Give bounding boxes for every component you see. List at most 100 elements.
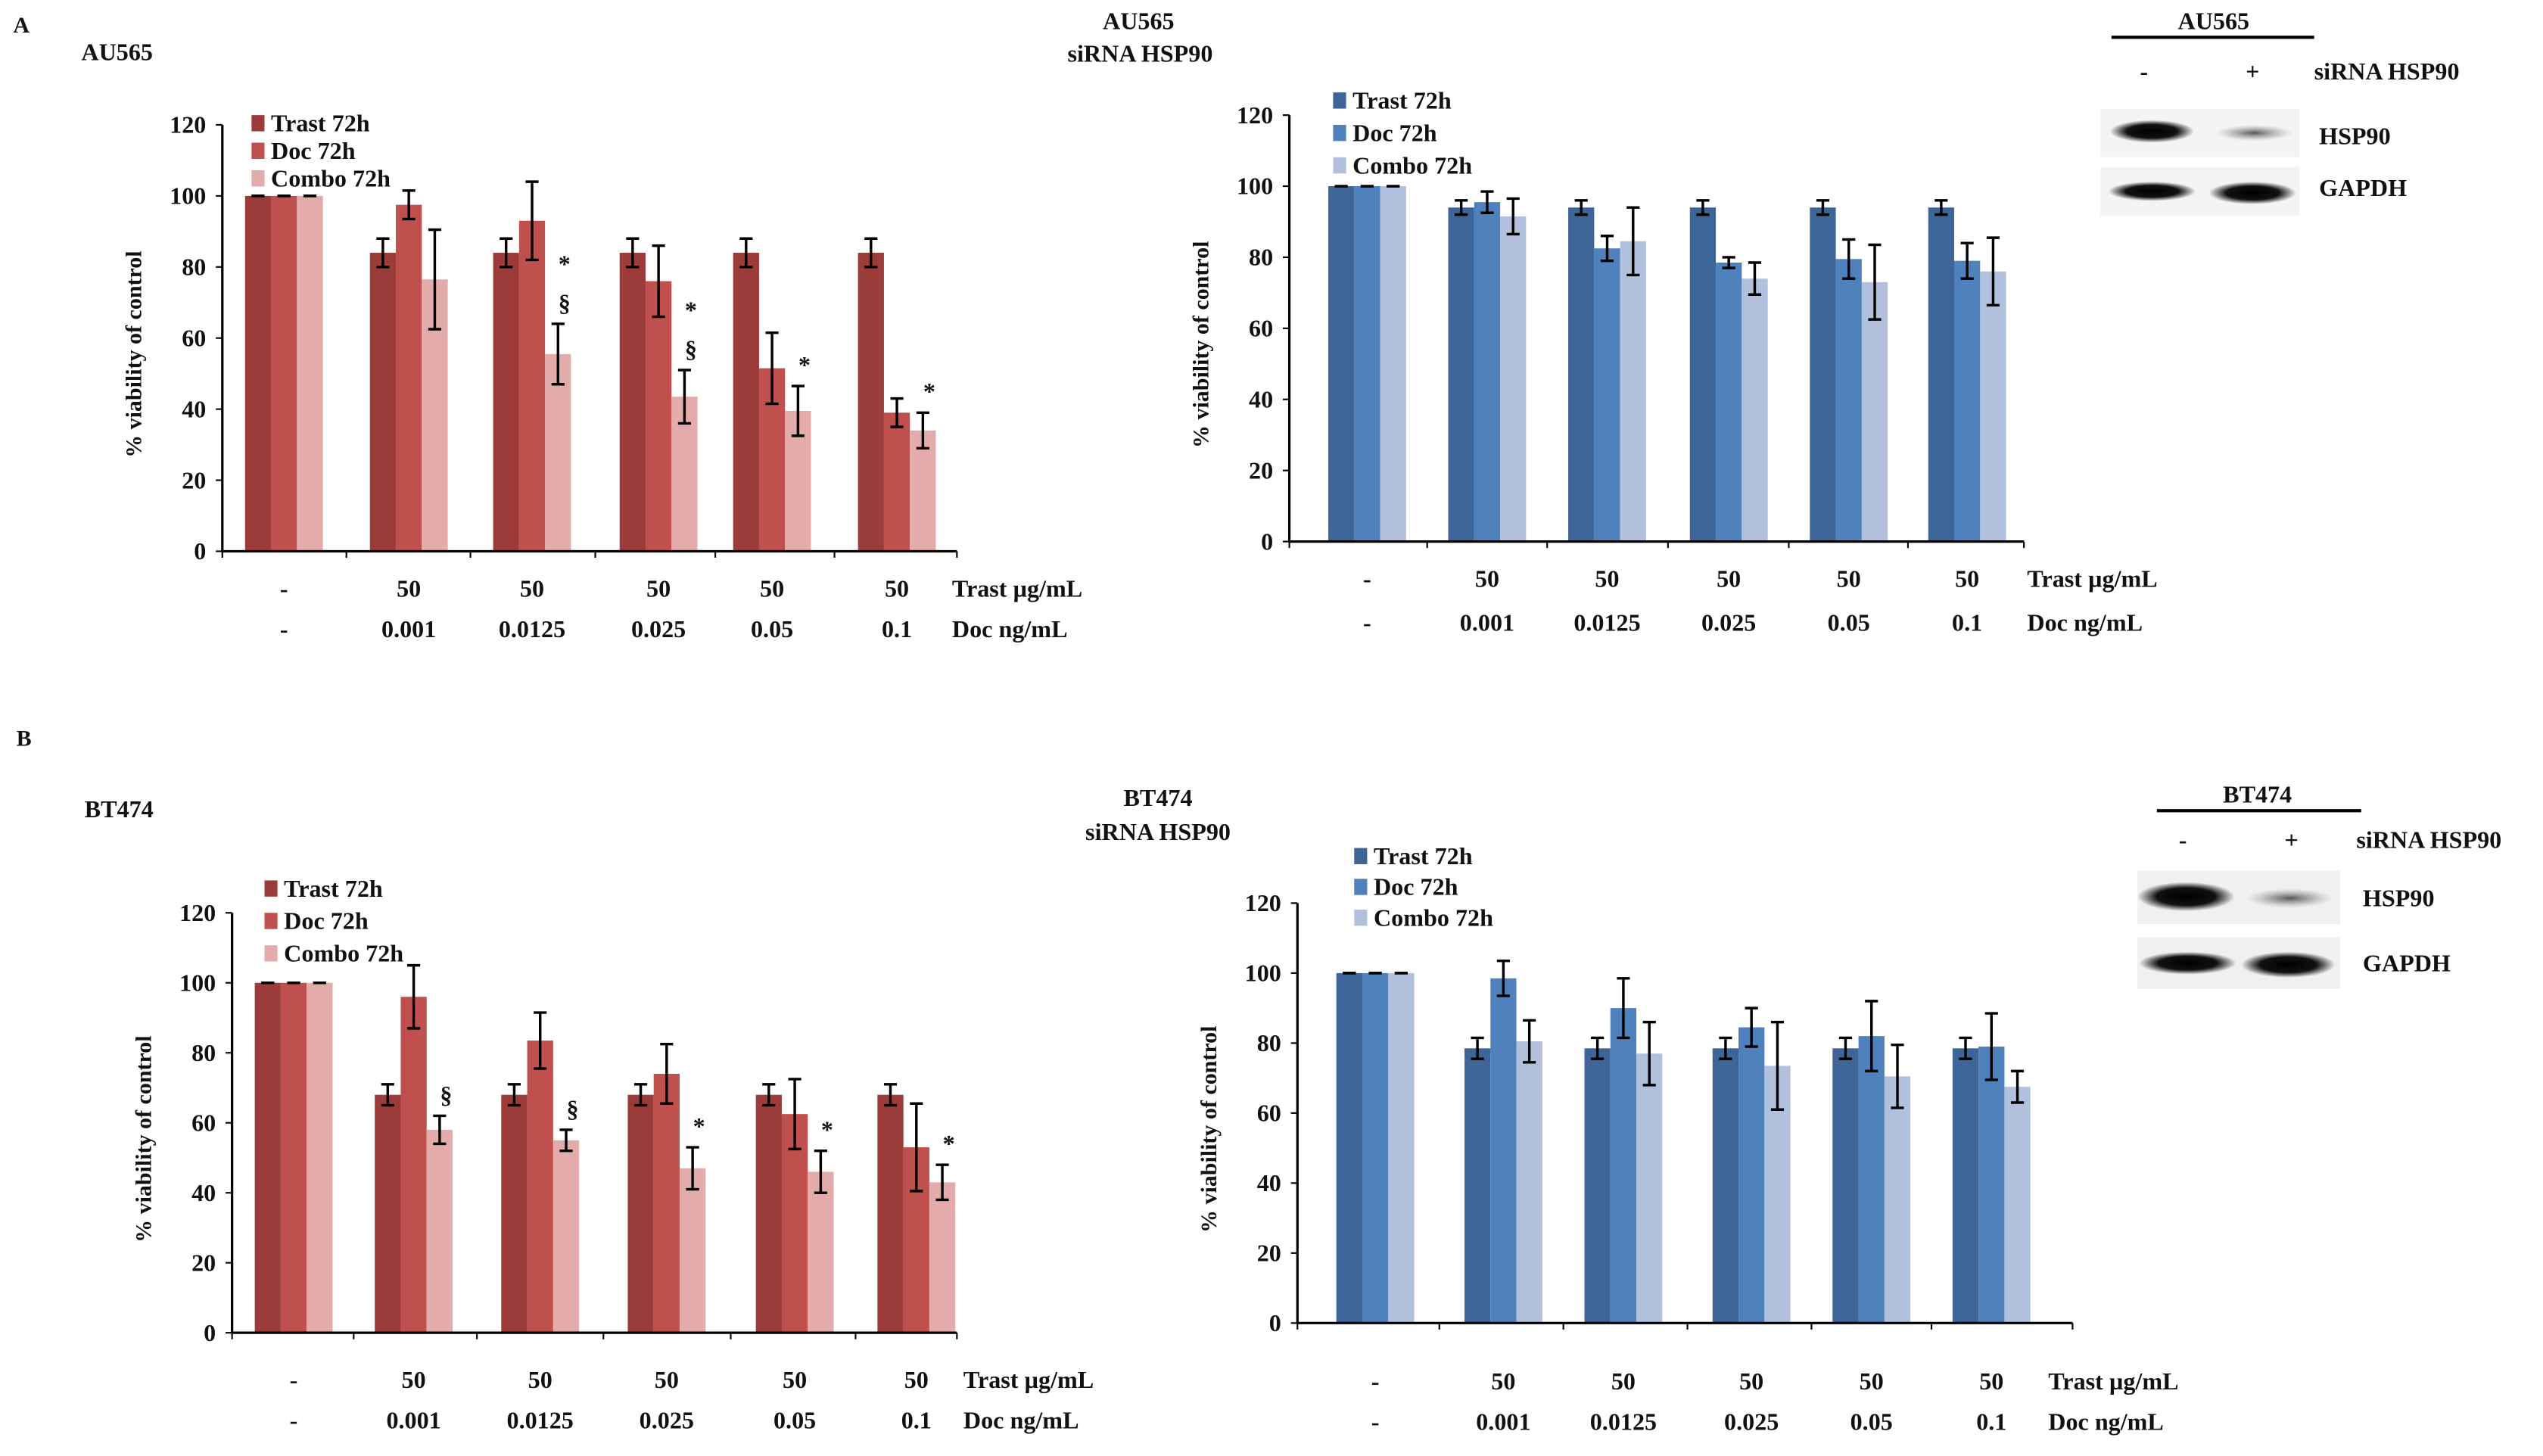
blot-condition-label: siRNA HSP90 [2356, 826, 2501, 854]
x-label-doc: 0.0125 [507, 1407, 574, 1434]
bar-trast [1328, 186, 1355, 542]
x-label-doc: 0.025 [1701, 608, 1756, 636]
blot-band-label: GAPDH [2319, 174, 2407, 201]
error-bar [633, 1083, 648, 1107]
legend-label: Doc 72h [1352, 119, 1437, 146]
x-label-trast: 50 [760, 574, 784, 602]
bar-doc [645, 281, 672, 552]
y-tick-label: 100 [179, 969, 216, 996]
bar-trast [1832, 1048, 1859, 1324]
panel-b-center-title: BT474 [1123, 784, 1192, 811]
error-bar [626, 237, 640, 269]
y-tick-label: 100 [1245, 960, 1281, 987]
bar-combo [1742, 278, 1768, 542]
x-label-doc: - [1371, 1408, 1380, 1436]
bar-combo [1388, 972, 1415, 1324]
legend-swatch [1333, 92, 1346, 109]
error-bar [376, 237, 390, 269]
bar-trast [1712, 1048, 1739, 1324]
error-bar [1471, 1036, 1484, 1060]
bar-doc [400, 997, 427, 1333]
bar-doc [1354, 186, 1380, 542]
bar-combo [1620, 241, 1646, 542]
y-tick-label: 60 [1249, 315, 1273, 342]
error-bar [407, 963, 421, 1030]
bar-trast [254, 982, 281, 1333]
error-bar [1745, 1006, 1758, 1048]
x-label-doc: 0.025 [631, 615, 686, 642]
error-bar [1696, 199, 1710, 216]
y-tick-label: 120 [170, 111, 206, 138]
bar-doc [1362, 972, 1389, 1324]
legend-label: Doc 72h [284, 907, 369, 935]
bar-trast [1952, 1048, 1979, 1324]
x-label-doc: 0.0125 [499, 615, 565, 642]
error-bar [765, 331, 779, 406]
bar-doc [518, 220, 546, 552]
bar-trast [369, 253, 397, 552]
error-bar [1722, 256, 1735, 269]
x-label-doc: 0.1 [1952, 608, 1982, 636]
error-bar [428, 228, 442, 331]
bar-combo [307, 982, 333, 1333]
bar-doc [1610, 1008, 1637, 1324]
y-tick-label: 120 [1245, 889, 1281, 916]
bar-combo [545, 353, 571, 552]
bar-trast [1928, 207, 1955, 542]
error-bar [1748, 261, 1762, 296]
row-label-trast: Trast µg/mL [2048, 1367, 2178, 1395]
legend-swatch [264, 880, 278, 897]
blot-band [2208, 181, 2297, 204]
bar-combo [297, 195, 323, 552]
legend-label: Doc 72h [1374, 873, 1458, 901]
bar-trast [375, 1094, 401, 1333]
error-bar [381, 1083, 394, 1107]
significance-mark: * [943, 1130, 955, 1157]
error-bar [762, 1083, 776, 1107]
x-label-doc: 0.05 [773, 1407, 816, 1434]
significance-mark: * [923, 378, 935, 405]
x-label-doc: 0.025 [640, 1407, 694, 1434]
chart-A-siRNA: 0 20 40 60 80 100 120 % viability of control - - 5… [1188, 87, 2157, 636]
bar-doc [527, 1041, 553, 1333]
bar-combo [910, 430, 936, 552]
blot-band-label: HSP90 [2363, 885, 2435, 912]
legend-swatch [1333, 124, 1346, 142]
blot-band [2139, 951, 2236, 975]
y-tick-label: 0 [1269, 1309, 1281, 1336]
error-bar [2010, 1069, 2025, 1104]
legend-swatch [264, 945, 278, 962]
error-bar [1455, 199, 1468, 216]
y-tick-label: 0 [204, 1319, 216, 1346]
y-tick-label: 40 [191, 1179, 216, 1206]
blot-band [2108, 181, 2196, 201]
bar-trast [858, 253, 884, 552]
y-tick-label: 80 [182, 254, 206, 281]
legend-swatch [1354, 848, 1368, 864]
x-label-trast: 50 [1491, 1367, 1515, 1395]
x-label-trast: 50 [655, 1366, 679, 1393]
error-bar [1574, 199, 1588, 216]
bar-combo [2004, 1087, 2031, 1324]
blot-minus-label: - [2179, 826, 2187, 854]
x-label-trast: 50 [1717, 565, 1741, 593]
x-label-trast: - [1363, 565, 1371, 593]
x-label-doc: 0.1 [882, 615, 912, 642]
x-label-doc: 0.001 [1476, 1408, 1530, 1436]
error-bar [814, 1149, 827, 1194]
legend-swatch [251, 115, 265, 132]
error-bar [1719, 1036, 1732, 1060]
y-tick-label: 0 [194, 537, 206, 565]
legend-label: Doc 72h [271, 137, 356, 164]
bar-doc [271, 195, 297, 552]
bar-combo [426, 1129, 453, 1333]
x-label-doc: 0.001 [1460, 608, 1514, 636]
western-blot-au565: AU565 - + siRNA HSP90 HSP90 GAPDH [2099, 8, 2460, 216]
error-bar [864, 237, 878, 269]
bar-combo [1380, 186, 1406, 542]
significance-mark: § [685, 335, 697, 362]
significance-mark: * [693, 1112, 705, 1140]
error-bar [1842, 238, 1856, 280]
bar-doc [883, 412, 910, 552]
significance-mark: * [685, 296, 697, 323]
